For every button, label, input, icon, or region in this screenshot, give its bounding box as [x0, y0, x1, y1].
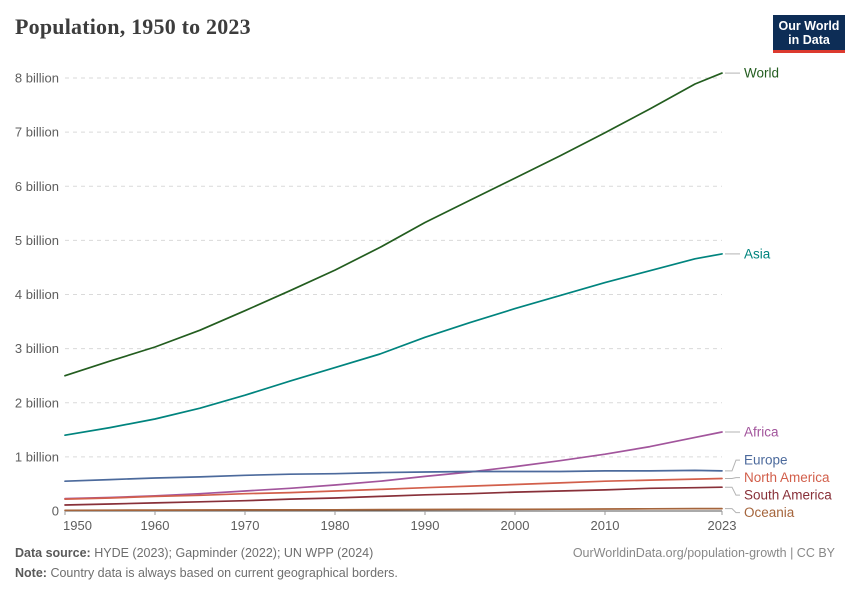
owid-logo-line1: Our World: [778, 19, 840, 33]
series-label-europe[interactable]: Europe: [744, 453, 788, 468]
series-label-world[interactable]: World: [744, 66, 779, 81]
x-tick-label: 1980: [321, 518, 350, 533]
series-label-oceania[interactable]: Oceania: [744, 505, 795, 520]
series-label-north-america[interactable]: North America: [744, 470, 830, 485]
note-label: Note:: [15, 566, 47, 580]
owid-logo-line2: in Data: [788, 33, 830, 47]
owid-logo[interactable]: Our World in Data: [773, 15, 845, 53]
series-label-asia[interactable]: Asia: [744, 246, 771, 261]
label-connector: [725, 477, 740, 479]
x-tick-label: 1990: [411, 518, 440, 533]
label-connector: [725, 459, 740, 472]
series-line-asia[interactable]: [64, 253, 723, 437]
series-line-world[interactable]: [64, 72, 723, 377]
series-line-north-america[interactable]: [64, 477, 723, 500]
x-tick-label: 2000: [501, 518, 530, 533]
data-source-label: Data source:: [15, 546, 91, 560]
y-tick-label: 4 billion: [15, 287, 59, 302]
series-label-africa[interactable]: Africa: [744, 425, 779, 440]
label-connector: [725, 486, 740, 496]
x-tick-label: 1960: [141, 518, 170, 533]
credit-link[interactable]: OurWorldinData.org/population-growth | C…: [572, 546, 835, 560]
series-line-south-america[interactable]: [64, 486, 723, 506]
x-tick-label: 1970: [231, 518, 260, 533]
page-title: Population, 1950 to 2023: [15, 14, 251, 39]
series-line-europe[interactable]: [64, 469, 723, 483]
series-line-oceania[interactable]: [64, 507, 723, 512]
y-tick-label: 0: [52, 504, 59, 519]
note-line: Note: Country data is always based on cu…: [15, 563, 575, 583]
x-tick-label: 2023: [708, 518, 737, 533]
data-source-line: Data source: HYDE (2023); Gapminder (202…: [15, 543, 575, 563]
y-tick-label: 2 billion: [15, 395, 59, 410]
series-line-africa[interactable]: [64, 431, 723, 500]
note-value: Country data is always based on current …: [50, 566, 398, 580]
y-tick-label: 8 billion: [15, 71, 59, 86]
y-tick-label: 5 billion: [15, 233, 59, 248]
data-source-value: HYDE (2023); Gapminder (2022); UN WPP (2…: [94, 546, 374, 560]
series-label-south-america[interactable]: South America: [744, 488, 832, 503]
x-tick-label: 2010: [591, 518, 620, 533]
y-tick-label: 3 billion: [15, 341, 59, 356]
x-tick-label: 1950: [63, 518, 92, 533]
y-tick-label: 6 billion: [15, 179, 59, 194]
y-tick-label: 1 billion: [15, 449, 59, 464]
chart-footer: Data source: HYDE (2023); Gapminder (202…: [15, 543, 575, 583]
y-tick-label: 7 billion: [15, 125, 59, 140]
label-connector: [725, 508, 740, 514]
